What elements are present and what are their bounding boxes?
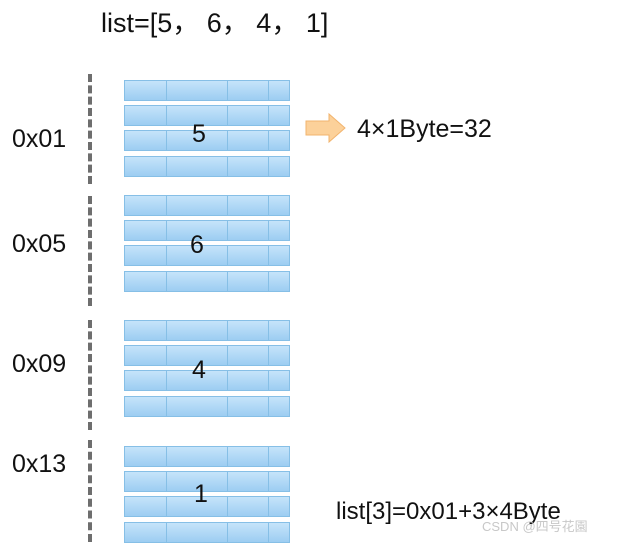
- size-note: 4×1Byte=32: [357, 115, 492, 143]
- index-formula: list[3]=0x01+3×4Byte: [336, 498, 561, 525]
- byte-row: [124, 105, 290, 126]
- memory-block: [124, 195, 290, 293]
- address-axis-segment: [88, 320, 92, 430]
- byte-row: [124, 396, 290, 417]
- byte-row: [124, 496, 290, 517]
- stored-value: 4: [192, 356, 206, 384]
- stored-value: 1: [194, 480, 208, 508]
- address-axis-segment: [88, 196, 92, 306]
- byte-row: [124, 80, 290, 101]
- address-label: 0x09: [12, 350, 67, 378]
- right-arrow-icon: [305, 112, 346, 144]
- byte-row: [124, 522, 290, 543]
- address-axis-segment: [88, 74, 92, 184]
- byte-row: [124, 370, 290, 391]
- address-label: 0x13: [12, 450, 67, 478]
- stored-value: 6: [190, 231, 204, 259]
- byte-row: [124, 156, 290, 177]
- byte-row: [124, 245, 290, 266]
- address-label: 0x01: [12, 125, 67, 153]
- byte-row: [124, 345, 290, 366]
- byte-row: [124, 320, 290, 341]
- byte-row: [124, 195, 290, 216]
- byte-row: [124, 220, 290, 241]
- memory-block: [124, 446, 290, 544]
- address-axis-segment: [88, 440, 92, 542]
- watermark: CSDN @四号花園: [482, 519, 588, 534]
- list-title: list=[5， 6， 4， 1]: [101, 8, 329, 38]
- byte-row: [124, 271, 290, 292]
- byte-row: [124, 446, 290, 467]
- memory-block: [124, 80, 290, 178]
- byte-row: [124, 130, 290, 151]
- address-label: 0x05: [12, 230, 67, 258]
- memory-block: [124, 320, 290, 418]
- stored-value: 5: [192, 120, 206, 148]
- byte-row: [124, 471, 290, 492]
